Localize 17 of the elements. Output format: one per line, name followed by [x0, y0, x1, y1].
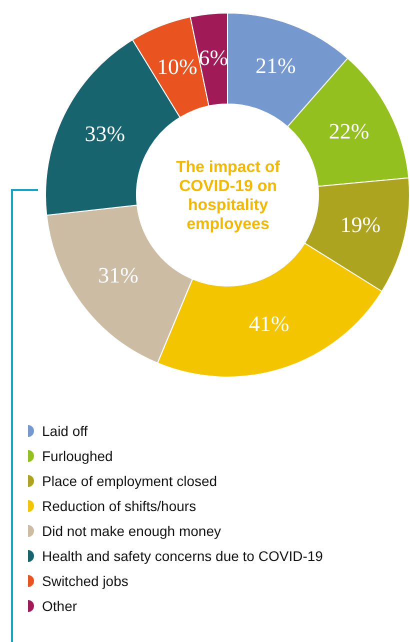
data-label: 21%: [255, 53, 296, 78]
data-label: 10%: [157, 54, 198, 79]
data-label: 6%: [198, 45, 228, 70]
legend-label: Other: [42, 598, 78, 614]
data-label: 19%: [340, 212, 381, 238]
legend-label: Health and safety concerns due to COVID-19: [42, 548, 323, 564]
legend-label: Place of employment closed: [42, 472, 218, 488]
text: The impact of COVID-19 on hospitality employees: [174, 158, 281, 234]
data-label: 22%: [328, 118, 370, 144]
legend-label: Laid off: [42, 422, 88, 438]
legend-label: Reduction of shifts/hours: [42, 498, 196, 514]
legend-label: Furloughed: [42, 448, 113, 464]
data-label: 33%: [84, 120, 126, 146]
data-label: 31%: [98, 262, 138, 288]
legend-label: Switched jobs: [42, 572, 128, 588]
legend-label: Did not make enough money: [42, 522, 221, 538]
data-label: 41%: [248, 310, 290, 336]
